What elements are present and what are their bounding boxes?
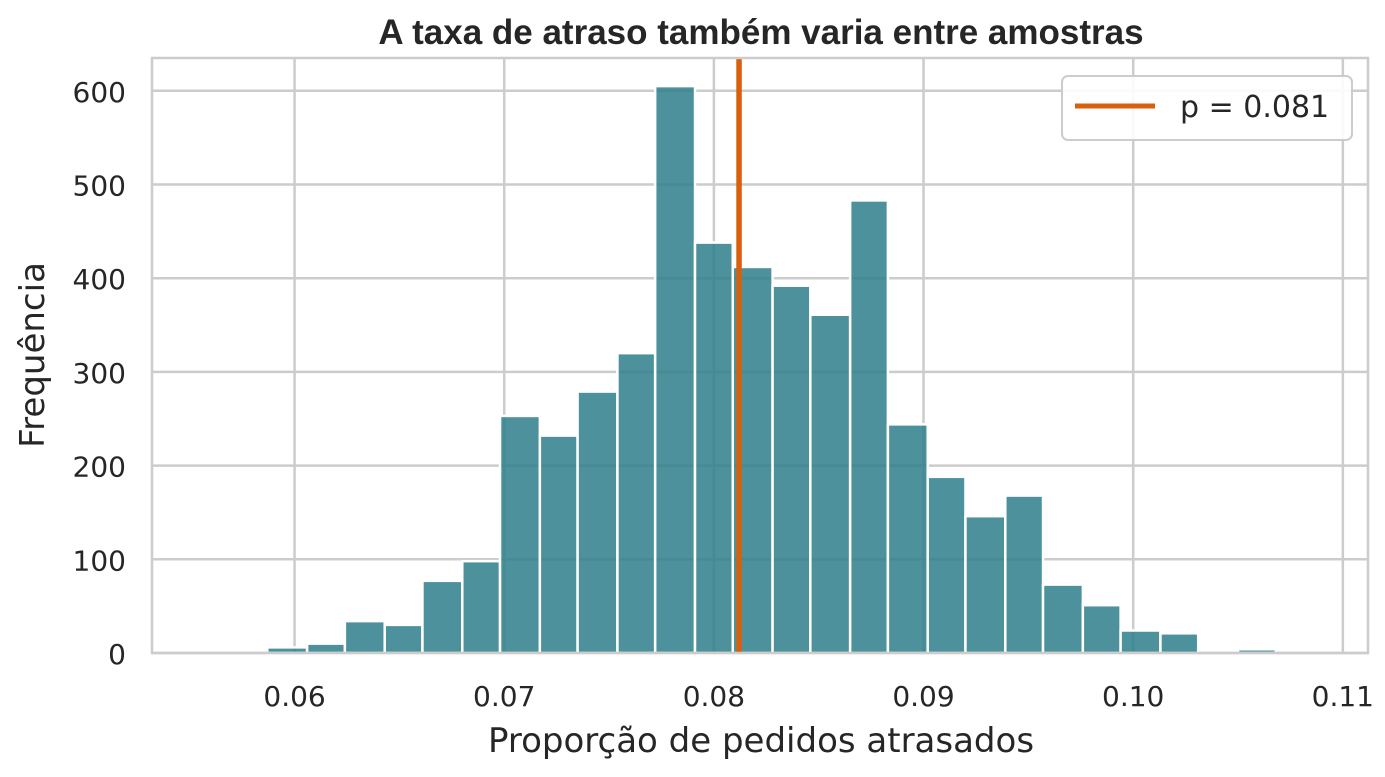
histogram-bar	[964, 514, 1007, 655]
y-tick-label: 600	[73, 76, 126, 109]
histogram-bars	[266, 84, 1278, 655]
y-tick-label: 300	[73, 357, 126, 390]
x-axis-ticks: 0.06 0.07 0.08 0.09 0.10 0.11	[263, 680, 1374, 713]
histogram-bar	[576, 390, 619, 655]
histogram-bar	[693, 241, 734, 655]
histogram-bar	[1119, 629, 1162, 655]
histogram-bar	[383, 623, 424, 655]
histogram-bar	[926, 475, 967, 655]
x-tick-label: 0.09	[892, 680, 954, 713]
histogram-bar	[1081, 603, 1122, 655]
x-tick-label: 0.06	[263, 680, 325, 713]
chart-title: A taxa de atraso também varia entre amos…	[378, 13, 1143, 52]
y-tick-label: 200	[73, 451, 126, 484]
legend-label: p = 0.081	[1180, 90, 1329, 125]
plot-frame	[150, 56, 1370, 655]
x-tick-label: 0.07	[473, 680, 535, 713]
histogram-bar	[1159, 632, 1200, 655]
x-axis-label: Proporção de pedidos atrasados	[488, 721, 1034, 761]
histogram-bar	[538, 434, 579, 655]
histogram-bar	[653, 84, 697, 655]
histogram-bar	[616, 351, 657, 655]
legend-box	[1061, 75, 1353, 141]
y-tick-label: 0	[108, 638, 126, 671]
histogram-bar	[498, 414, 542, 655]
x-tick-label: 0.08	[683, 680, 745, 713]
histogram-bar	[771, 284, 812, 655]
y-axis-label: Frequência	[13, 262, 53, 448]
histogram-bar	[1004, 494, 1045, 655]
histogram-bar	[305, 642, 347, 655]
histogram-bar	[886, 423, 929, 655]
x-tick-label: 0.11	[1312, 680, 1374, 713]
histogram-bar	[421, 579, 464, 655]
y-axis-ticks: 0 100 200 300 400 500 600	[73, 76, 126, 671]
histogram-bar	[461, 559, 502, 655]
histogram-bar	[809, 313, 852, 655]
y-tick-label: 400	[73, 263, 126, 296]
histogram-bar	[343, 619, 386, 655]
x-tick-label: 0.10	[1102, 680, 1164, 713]
y-tick-label: 500	[73, 169, 126, 202]
legend: p = 0.081	[1061, 75, 1353, 141]
histogram-bar	[848, 199, 890, 655]
y-tick-label: 100	[73, 544, 126, 577]
histogram-bar	[1041, 583, 1085, 655]
